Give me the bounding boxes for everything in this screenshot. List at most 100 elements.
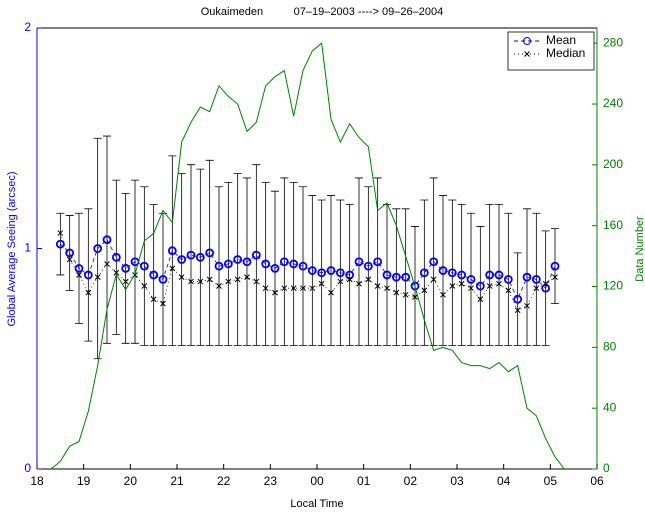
x-tick-label: 22 [217, 474, 231, 488]
mean-marker [410, 281, 420, 291]
x-tick-label: 23 [264, 474, 278, 488]
x-tick-label: 18 [30, 474, 44, 488]
error-bar [112, 179, 121, 335]
y2-tick-label: 200 [603, 157, 623, 171]
error-bar [429, 177, 438, 346]
x-tick-label: 21 [170, 474, 184, 488]
mean-marker [251, 250, 261, 260]
mean-marker [111, 252, 121, 262]
mean-marker [326, 266, 336, 275]
median-marker [216, 283, 222, 289]
mean-marker [55, 239, 65, 249]
median-marker [206, 276, 213, 283]
x-tick-label: 05 [544, 474, 558, 488]
median-marker [337, 278, 344, 285]
median-marker [141, 283, 148, 289]
median-marker [552, 274, 558, 281]
median-marker [169, 265, 176, 272]
y2-tick-label: 280 [603, 35, 623, 49]
error-bar [205, 159, 214, 346]
mean-marker [522, 272, 532, 282]
error-bar [261, 181, 270, 346]
median-marker [477, 296, 484, 303]
x-tick-label: 06 [590, 474, 604, 488]
mean-marker [317, 268, 327, 278]
legend-label: Mean [546, 33, 576, 47]
mean-marker [289, 259, 299, 269]
median-marker [384, 285, 390, 292]
mean-marker [102, 235, 112, 245]
series-line [50, 42, 565, 470]
mean-marker [205, 248, 215, 258]
mean-marker [503, 274, 513, 284]
median-marker [262, 285, 269, 292]
error-bar [551, 228, 559, 305]
mean-marker [139, 261, 149, 271]
error-bar [513, 252, 522, 346]
error-bar [252, 164, 261, 346]
median-marker [244, 274, 250, 281]
error-bar [327, 195, 335, 346]
mean-marker [307, 266, 317, 275]
series-line [60, 239, 556, 301]
x-tick-label: 20 [124, 474, 138, 488]
mean-marker [457, 270, 467, 280]
mean-marker [335, 268, 345, 278]
median-marker [104, 261, 110, 267]
mean-marker [177, 255, 187, 264]
median-marker [440, 291, 446, 298]
mean-marker [466, 274, 476, 284]
error-bar [280, 177, 289, 346]
mean-marker [298, 261, 308, 271]
median-marker [402, 291, 409, 298]
mean-marker [121, 263, 131, 273]
mean-marker [391, 272, 401, 282]
error-bar [121, 192, 130, 344]
x-tick-label: 03 [450, 474, 464, 488]
mean-marker [186, 250, 196, 260]
median-marker [514, 307, 521, 314]
median-marker [66, 256, 73, 263]
median-marker [468, 285, 474, 292]
mean-marker [541, 283, 551, 293]
y-axis-label: Global Average Seeing (arcsec) [6, 171, 18, 326]
error-bar [401, 208, 410, 346]
median-marker [150, 296, 157, 303]
median-marker [272, 289, 278, 296]
y-tick-label: 0 [24, 461, 31, 475]
mean-marker [475, 281, 485, 291]
median-marker [486, 283, 493, 289]
error-bar [56, 212, 65, 276]
x-tick-label: 19 [77, 474, 91, 488]
error-bar [233, 173, 242, 346]
error-bar [65, 215, 74, 291]
mean-marker [550, 261, 560, 271]
median-marker [234, 276, 241, 283]
x-tick-label: 02 [404, 474, 418, 488]
median-marker [300, 285, 306, 292]
mean-marker [447, 268, 457, 278]
median-marker [197, 278, 204, 285]
x-tick-label: 00 [310, 474, 324, 488]
median-marker [318, 280, 325, 287]
median-marker [253, 278, 260, 285]
median-marker [524, 302, 530, 309]
x-axis-label: Local Time [290, 498, 343, 510]
mean-marker [373, 257, 383, 267]
mean-marker [158, 274, 168, 284]
mean-marker [354, 257, 364, 267]
error-bar [140, 186, 149, 346]
median-marker [356, 280, 362, 287]
median-marker [94, 274, 101, 281]
mean-marker [401, 272, 411, 282]
error-bar [215, 186, 223, 346]
mean-marker [494, 270, 504, 280]
median-marker [178, 274, 185, 281]
y2-tick-label: 120 [603, 279, 623, 293]
mean-marker [74, 263, 84, 273]
legend-box [507, 31, 595, 71]
median-marker [496, 280, 502, 287]
y2-tick-label: 240 [603, 96, 623, 110]
mean-marker [233, 255, 243, 264]
